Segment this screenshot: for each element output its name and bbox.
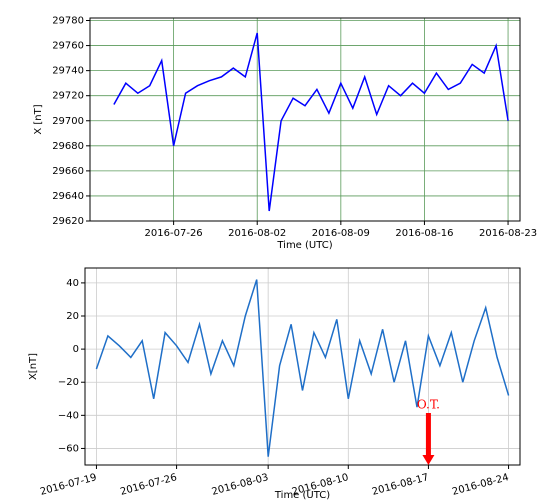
y-tick-label: 0 [73,344,79,355]
data-line [113,32,509,212]
x-axis-label: Time (UTC) [274,490,330,501]
y-tick-label: 29760 [52,41,84,52]
y-tick-label: 29660 [52,166,84,177]
y-tick-label: 29680 [52,141,84,152]
y-tick-label: 20 [66,311,79,322]
y-axis-label: X[nT] [28,353,39,380]
y-tick-label: −60 [58,443,79,454]
annotation-arrow [422,413,435,465]
annotation-text: O.T. [417,398,440,412]
y-axis-label: X [nT] [33,104,44,134]
x-tick-label: 2016-08-02 [228,228,286,239]
x-tick-label: 2016-08-09 [312,228,370,239]
plot-frame [89,17,521,222]
y-tick-label: 29640 [52,191,84,202]
y-tick-label: −40 [58,410,79,421]
y-tick-label: 29700 [52,116,84,127]
plot-frame [84,267,521,466]
y-tick-label: −20 [58,377,79,388]
x-tick-label: 2016-08-23 [479,228,537,239]
x-tick-label: 2016-07-19 [39,472,98,498]
data-line [95,279,510,457]
x-tick-label: 2016-08-17 [371,472,430,498]
y-tick-label: 40 [66,278,79,289]
x-tick-label: 2016-08-24 [451,472,510,498]
y-tick-label: 29720 [52,91,84,102]
x-tick-label: 2016-08-03 [211,472,270,498]
y-tick-label: 29780 [52,16,84,27]
y-tick-label: 29620 [52,216,84,227]
x-tick-label: 2016-08-16 [395,228,453,239]
y-tick-label: 29740 [52,66,84,77]
x-tick-label: 2016-07-26 [119,472,178,498]
x-tick-label: 2016-07-26 [145,228,203,239]
x-axis-label: Time (UTC) [276,240,332,251]
